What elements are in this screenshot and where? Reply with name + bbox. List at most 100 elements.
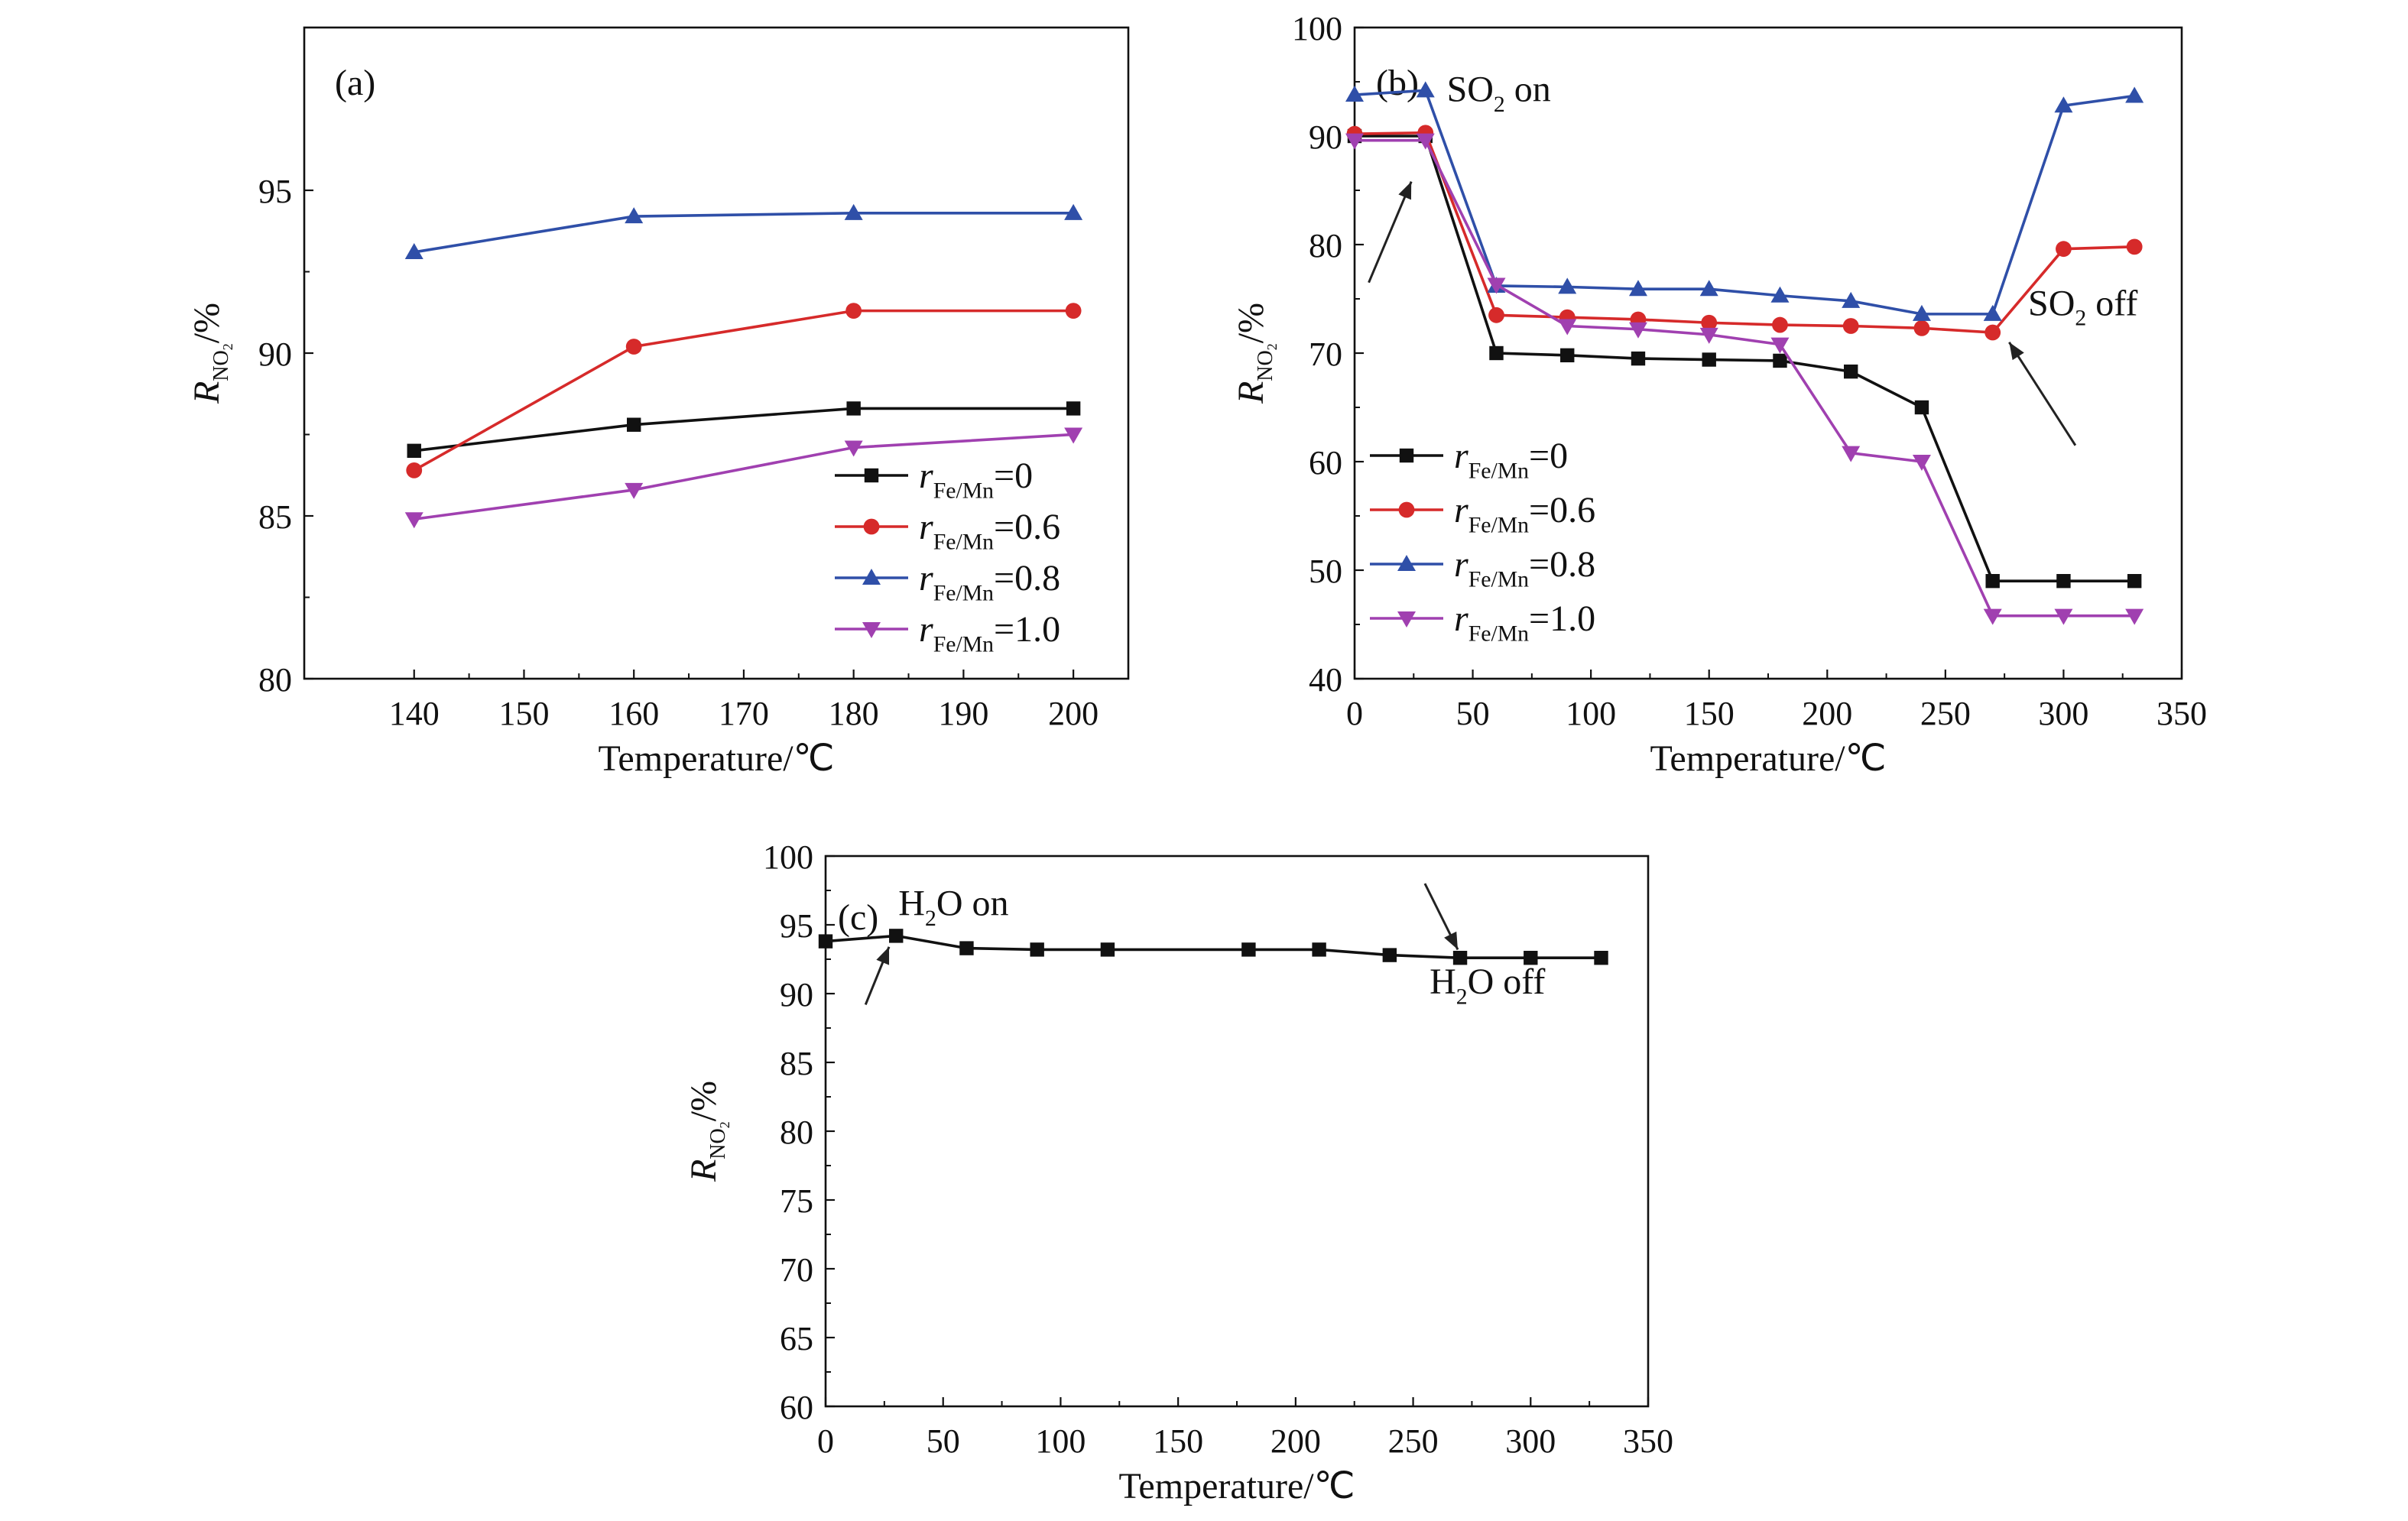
data-point bbox=[1558, 319, 1577, 336]
data-point bbox=[1560, 348, 1575, 363]
data-point bbox=[1842, 291, 1861, 308]
chart-panel-c: 0 50 100 150 200 250 300 350 60 65 70 75 80 85 90 95 100… bbox=[683, 838, 1673, 1506]
annotation-label: SO2 on bbox=[1447, 70, 1551, 117]
data-point bbox=[1770, 337, 1790, 354]
x-tick-label: 0 bbox=[1346, 695, 1363, 732]
data-point bbox=[1631, 351, 1646, 366]
annotation-label: SO2 off bbox=[2028, 283, 2137, 330]
data-point bbox=[2054, 608, 2073, 625]
x-tick-label: 50 bbox=[1456, 695, 1490, 732]
data-point bbox=[1030, 942, 1044, 957]
annotation-label: H2O off bbox=[1430, 962, 1545, 1009]
y-tick-label: 80 bbox=[780, 1114, 813, 1151]
data-point bbox=[1416, 133, 1435, 150]
x-tick-label: 150 bbox=[1153, 1422, 1203, 1460]
series-line-1 bbox=[1354, 131, 2135, 334]
data-point bbox=[627, 417, 641, 432]
y-tick-label: 75 bbox=[780, 1182, 813, 1220]
data-point bbox=[1702, 352, 1716, 367]
data-point bbox=[846, 401, 861, 416]
data-point bbox=[1842, 446, 1861, 462]
data-point bbox=[1100, 942, 1115, 957]
panel-label: (c) bbox=[838, 897, 878, 938]
data-point bbox=[1913, 319, 1930, 336]
data-point bbox=[844, 440, 863, 457]
data-point bbox=[407, 443, 421, 458]
x-tick-label: 180 bbox=[829, 695, 879, 732]
data-point bbox=[1345, 133, 1364, 150]
data-point bbox=[1488, 306, 1504, 323]
x-tick-label: 300 bbox=[1505, 1422, 1556, 1460]
data-point bbox=[1842, 318, 1859, 334]
data-point bbox=[2056, 574, 2071, 589]
x-tick-label: 170 bbox=[719, 695, 769, 732]
data-point bbox=[1844, 364, 1858, 379]
data-point bbox=[1773, 353, 1787, 368]
data-point bbox=[404, 512, 424, 529]
y-tick-label: 95 bbox=[258, 173, 292, 210]
x-tick-label: 200 bbox=[1048, 695, 1099, 732]
data-point bbox=[1558, 277, 1577, 294]
data-point bbox=[1065, 303, 1082, 319]
data-point bbox=[1699, 327, 1718, 344]
legend-marker bbox=[1397, 555, 1416, 571]
legend-marker bbox=[1398, 501, 1415, 518]
data-point bbox=[844, 203, 863, 220]
series-line-2 bbox=[414, 212, 1074, 254]
data-point bbox=[1416, 81, 1435, 98]
annotation-arrowhead bbox=[1444, 931, 1458, 950]
y-tick-label: 90 bbox=[780, 976, 813, 1013]
data-point bbox=[1772, 316, 1788, 333]
y-tick-label: 85 bbox=[780, 1045, 813, 1082]
data-point bbox=[406, 462, 423, 478]
x-tick-label: 50 bbox=[927, 1422, 960, 1460]
data-point bbox=[1628, 322, 1647, 339]
x-tick-label: 200 bbox=[1802, 695, 1852, 732]
chart-panel-b: 0 50 100 150 200 250 300 350 40 50 60 70 80 90 100 Temp… bbox=[1231, 10, 2207, 779]
data-point bbox=[625, 482, 644, 499]
data-point bbox=[1985, 574, 2000, 589]
y-axis-label: RNO2/% bbox=[1231, 303, 1280, 404]
y-tick-label: 90 bbox=[1309, 118, 1342, 156]
data-point bbox=[2054, 96, 2073, 113]
data-point bbox=[2056, 241, 2072, 258]
annotation-arrowhead bbox=[1398, 181, 1412, 200]
y-tick-label: 90 bbox=[258, 336, 292, 373]
panel-label: (a) bbox=[335, 63, 375, 103]
x-tick-label: 250 bbox=[1388, 1422, 1439, 1460]
annotation-arrowhead bbox=[876, 946, 890, 965]
data-point bbox=[1701, 314, 1718, 331]
data-point bbox=[1489, 345, 1504, 361]
legend-marker bbox=[863, 518, 880, 535]
legend-entry-label: rFe/Mn=0.6 bbox=[1454, 490, 1595, 537]
data-point bbox=[889, 929, 904, 943]
y-tick-label: 60 bbox=[1309, 444, 1342, 482]
y-tick-label: 85 bbox=[258, 498, 292, 536]
series-line-3 bbox=[414, 433, 1074, 521]
x-axis-label: Temperature/℃ bbox=[1650, 738, 1886, 779]
y-tick-label: 100 bbox=[763, 838, 813, 876]
legend-marker bbox=[1397, 611, 1416, 628]
legend-entry-label: rFe/Mn=0.8 bbox=[1454, 544, 1595, 592]
series-line-0 bbox=[825, 934, 1602, 959]
legend-marker bbox=[1399, 448, 1414, 463]
legend-entry-label: rFe/Mn=0 bbox=[1454, 436, 1568, 483]
y-tick-label: 65 bbox=[780, 1320, 813, 1357]
data-point bbox=[1984, 324, 2001, 341]
panel-label: (b) bbox=[1376, 63, 1419, 103]
x-tick-label: 160 bbox=[608, 695, 659, 732]
data-point bbox=[2125, 608, 2144, 625]
x-tick-label: 150 bbox=[1684, 695, 1735, 732]
data-point bbox=[625, 207, 644, 224]
legend-entry-label: rFe/Mn=0.6 bbox=[919, 507, 1060, 554]
legend-entry-label: rFe/Mn=0 bbox=[919, 456, 1033, 503]
chart-panel-a: 140 150 160 170 180 190 200 80 85 90 95 Temperature… bbox=[187, 26, 1130, 779]
data-point bbox=[1452, 951, 1468, 965]
x-tick-label: 350 bbox=[2156, 695, 2207, 732]
data-point bbox=[1312, 942, 1326, 957]
data-point bbox=[1064, 427, 1083, 444]
legend-entry-label: rFe/Mn=0.8 bbox=[919, 558, 1060, 605]
y-tick-label: 50 bbox=[1309, 553, 1342, 590]
series-line-3 bbox=[1355, 138, 2135, 618]
x-tick-label: 190 bbox=[938, 695, 988, 732]
